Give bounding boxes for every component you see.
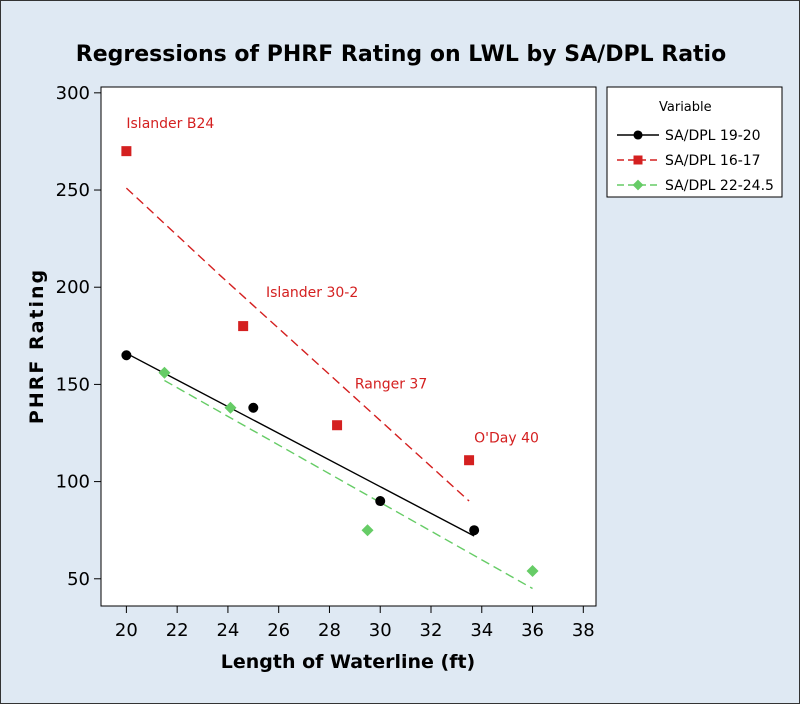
fit-line-sa-dpl-22-24-5 [164,379,533,590]
legend-label-sa-dpl-16-17: SA/DPL 16-17 [665,153,761,169]
x-tick-label: 32 [420,620,443,641]
data-points [121,146,539,578]
point-sa-dpl-19-20 [375,496,386,507]
annotation-islander-30-2: Islander 30-2 [266,285,358,301]
annotation-ranger-37: Ranger 37 [355,376,427,392]
y-tick-label: 100 [56,472,90,493]
x-tick-label: 22 [166,620,189,641]
x-tick-label: 34 [470,620,493,641]
point-sa-dpl-16-17 [332,420,343,431]
x-axis: 20 22 24 26 28 30 32 34 36 38 [115,606,595,641]
y-axis: 50 100 150 200 250 300 [56,83,101,590]
point-sa-dpl-22-24-5 [224,401,237,414]
fit-line-sa-dpl-19-20 [126,352,475,537]
point-sa-dpl-22-24-5 [158,366,171,379]
y-tick-label: 250 [56,180,90,201]
point-sa-dpl-19-20 [248,402,259,413]
y-tick-label: 150 [56,374,90,395]
x-tick-label: 28 [318,620,341,641]
x-tick-label: 20 [115,620,138,641]
point-sa-dpl-16-17 [238,321,249,332]
point-annotations: Islander B24 Islander 30-2 Ranger 37 O'Day … [126,116,539,447]
y-tick-label: 300 [56,83,90,104]
x-tick-label: 36 [521,620,544,641]
legend-box [606,86,783,198]
legend-title: Variable [659,100,712,115]
point-sa-dpl-22-24-5 [361,524,374,537]
x-tick-label: 38 [572,620,595,641]
point-sa-dpl-16-17 [464,455,475,466]
legend-label-sa-dpl-22-24-5: SA/DPL 22-24.5 [665,178,774,194]
point-sa-dpl-19-20 [121,350,132,361]
annotation-o-day-40: O'Day 40 [474,431,539,447]
x-tick-label: 30 [369,620,392,641]
point-sa-dpl-22-24-5 [526,565,539,578]
y-tick-label: 200 [56,277,90,298]
point-sa-dpl-19-20 [469,525,480,536]
fit-line-sa-dpl-16-17 [125,187,470,502]
y-tick-label: 50 [67,569,90,590]
legend-label-sa-dpl-19-20: SA/DPL 19-20 [665,128,761,144]
plot-area [100,86,597,607]
regression-lines [125,187,533,590]
chart-title: Regressions of PHRF Rating on LWL by SA/… [76,42,726,67]
legend-marker-sa-dpl-22-24-5 [632,179,644,191]
point-sa-dpl-16-17 [121,146,132,157]
x-tick-label: 24 [216,620,239,641]
x-axis-title: Length of Waterline (ft) [221,651,476,673]
legend-marker-sa-dpl-16-17 [633,155,643,165]
y-axis-title: PHRF Rating [26,268,48,424]
legend-marker-sa-dpl-19-20 [633,130,643,140]
x-tick-label: 26 [267,620,290,641]
legend-items: SA/DPL 19-20 SA/DPL 16-17 SA/DPL 22-24.5 [617,128,774,194]
annotation-islander-b24: Islander B24 [126,116,214,132]
